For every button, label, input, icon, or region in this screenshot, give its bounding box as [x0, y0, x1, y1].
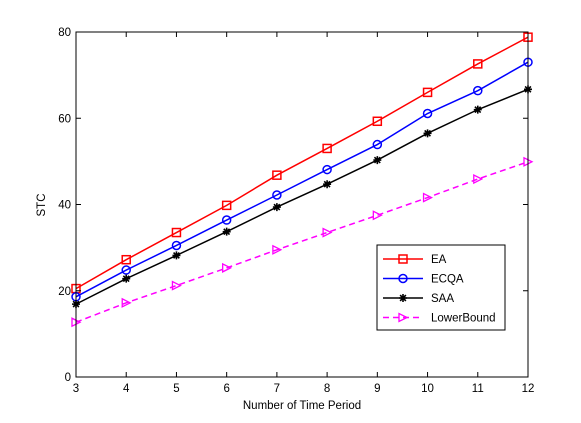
y-tick-label: 0 — [65, 372, 71, 384]
legend-item-ea: EA — [383, 254, 447, 266]
legend-label: LowerBound — [431, 313, 496, 325]
y-tick-label: 20 — [58, 286, 71, 298]
x-tick-label: 8 — [324, 383, 330, 395]
data-point-ea — [322, 143, 332, 154]
x-tick-label: 3 — [73, 383, 79, 395]
data-point-saa — [323, 180, 332, 189]
series-line-saa — [75, 88, 529, 305]
series-line-lowerbound — [75, 161, 529, 323]
y-tick-label: 60 — [58, 113, 71, 125]
data-point-ea — [121, 254, 131, 265]
legend: EA ECQA SAA LowerBound — [376, 244, 506, 331]
legend-item-lowerbound: LowerBound — [383, 312, 496, 325]
data-point-lowerbound — [121, 297, 132, 308]
x-tick-label: 10 — [421, 383, 434, 395]
legend-marker — [398, 273, 408, 284]
data-point-saa — [222, 227, 231, 236]
data-point-ea — [422, 87, 433, 98]
x-tick-label: 4 — [123, 383, 130, 395]
data-point-lowerbound — [473, 174, 484, 185]
data-point-lowerbound — [372, 210, 383, 221]
data-point-saa — [373, 156, 382, 165]
data-point-lowerbound — [422, 192, 434, 203]
data-point-lowerbound — [222, 262, 233, 273]
legend-label: SAA — [431, 293, 454, 305]
x-tick-label: 7 — [274, 383, 280, 395]
x-tick-label: 5 — [173, 383, 179, 395]
y-tick-label: 80 — [58, 27, 71, 39]
x-tick-label: 12 — [522, 383, 535, 395]
data-point-ea — [473, 59, 483, 69]
data-point-saa — [122, 274, 131, 283]
data-point-lowerbound — [322, 227, 333, 238]
data-point-ecqa — [322, 164, 332, 175]
data-point-ea — [221, 200, 232, 211]
legend-marker — [398, 312, 409, 323]
data-point-ea — [372, 116, 383, 127]
data-point-lowerbound — [171, 280, 182, 291]
x-tick-label: 6 — [223, 383, 229, 395]
data-point-ecqa — [473, 85, 483, 96]
legend-marker — [399, 294, 407, 302]
data-point-ecqa — [171, 240, 182, 251]
y-axis-label: STC — [36, 194, 48, 217]
legend-item-ecqa: ECQA — [383, 274, 464, 286]
legend-marker — [398, 254, 408, 264]
data-point-saa — [172, 251, 181, 260]
y-tick-label: 40 — [58, 200, 71, 212]
legend-item-saa: SAA — [383, 293, 454, 305]
data-point-ecqa — [121, 265, 131, 275]
data-point-ea — [272, 170, 282, 180]
data-point-ea — [171, 227, 182, 238]
series-line-ea — [75, 36, 529, 290]
x-axis-label: Number of Time Period — [243, 400, 361, 412]
data-point-saa — [272, 203, 281, 212]
legend-label: ECQA — [431, 274, 464, 286]
data-point-ecqa — [221, 215, 232, 225]
data-point-ecqa — [422, 108, 433, 119]
series-ecqa — [71, 57, 533, 302]
x-tick-label: 11 — [472, 383, 484, 395]
data-point-lowerbound — [272, 244, 283, 255]
axes-layer: 3 4 5 6 7 8 9 10 11 12 0 20 40 60 80 — [58, 27, 534, 395]
x-tick-label: 9 — [374, 383, 380, 395]
data-point-saa — [473, 105, 482, 114]
series-line-ecqa — [75, 61, 529, 298]
data-point-ecqa — [372, 139, 383, 150]
data-point-ecqa — [272, 190, 282, 200]
data-point-saa — [423, 129, 432, 138]
series-layer — [71, 32, 534, 328]
legend-label: EA — [431, 254, 447, 266]
